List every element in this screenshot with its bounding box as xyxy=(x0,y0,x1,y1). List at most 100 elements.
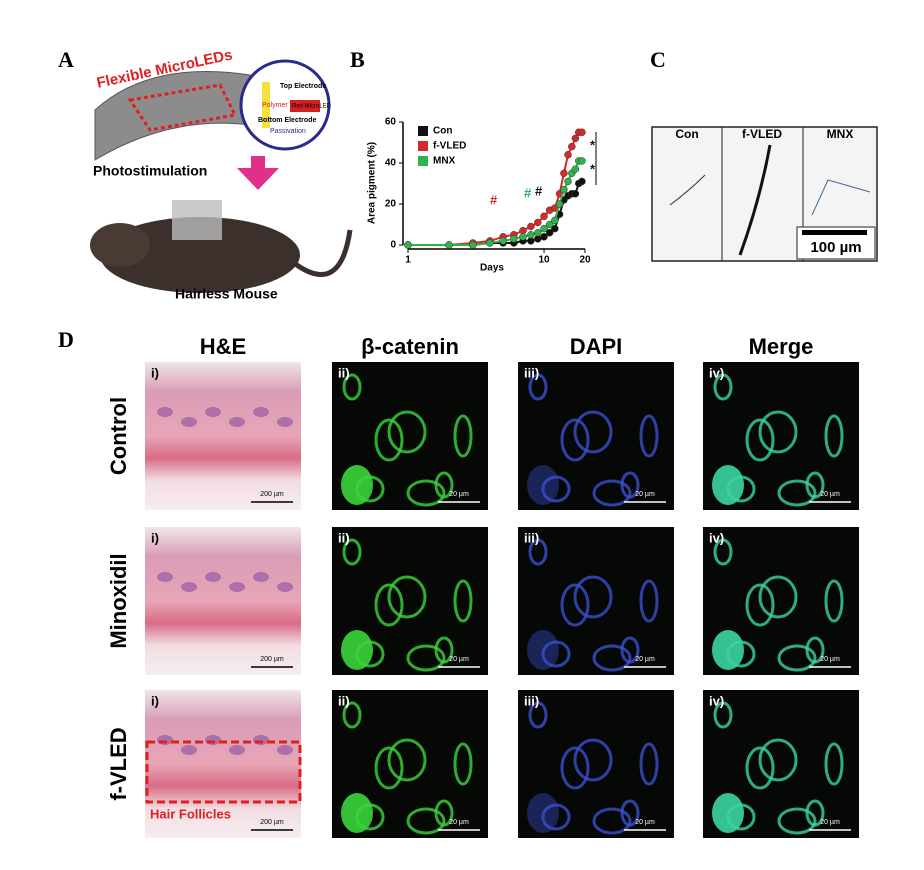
scale-label: 20 µm xyxy=(820,819,840,826)
micrograph-label: Con xyxy=(675,127,698,141)
cell xyxy=(805,471,825,499)
cell xyxy=(824,742,844,786)
micrograph xyxy=(651,126,878,262)
he-image xyxy=(145,527,301,675)
cell xyxy=(406,807,446,835)
tissue xyxy=(277,745,293,755)
tile-label: i) xyxy=(151,530,159,545)
cell xyxy=(745,418,775,462)
cell xyxy=(434,799,454,827)
data-point xyxy=(540,224,548,233)
follicle xyxy=(712,465,744,505)
data-point xyxy=(568,142,576,151)
data-point xyxy=(510,235,518,243)
tissue xyxy=(253,572,269,582)
annotation: # xyxy=(535,183,543,198)
step-label: Photostimulation xyxy=(93,163,207,179)
data-point xyxy=(527,231,535,239)
cell xyxy=(777,807,817,835)
scale-label: 20 µm xyxy=(449,819,469,826)
tissue xyxy=(277,582,293,592)
micrograph-label: f-VLED xyxy=(742,127,782,141)
cell xyxy=(620,799,640,827)
y-axis-label: Area pigment (%) xyxy=(367,142,378,224)
cell xyxy=(453,742,473,786)
data-point xyxy=(540,212,548,221)
cell xyxy=(387,738,427,782)
cell xyxy=(528,701,548,729)
cell xyxy=(374,746,404,790)
cell xyxy=(777,644,817,672)
annotation: * xyxy=(590,161,596,176)
y-tick-label: 20 xyxy=(385,199,397,210)
data-point xyxy=(564,177,572,186)
tissue xyxy=(229,745,245,755)
data-point xyxy=(469,241,477,249)
cell xyxy=(342,373,362,401)
data-point xyxy=(545,228,554,237)
scale-label: 200 µm xyxy=(260,491,284,498)
cell xyxy=(639,742,659,786)
tissue xyxy=(229,417,245,427)
tile-label: ii) xyxy=(338,365,350,380)
region-box xyxy=(145,740,302,804)
tissue xyxy=(277,417,293,427)
cell xyxy=(745,583,775,627)
legend-label: f-VLED xyxy=(433,141,466,152)
cell xyxy=(592,807,632,835)
scale-bar-label: 100 µm xyxy=(810,239,861,256)
follicle xyxy=(341,630,373,670)
cell xyxy=(745,746,775,790)
micrograph-label: MNX xyxy=(827,127,854,141)
cell xyxy=(824,414,844,458)
data-point xyxy=(551,224,559,233)
follicle xyxy=(527,465,559,505)
inset-label: Polymer xyxy=(262,102,288,109)
tissue xyxy=(181,745,197,755)
tissue xyxy=(157,407,173,417)
y-tick-label: 0 xyxy=(390,240,396,251)
legend-swatch xyxy=(418,126,428,136)
follicle xyxy=(341,465,373,505)
x-axis-label: Days xyxy=(480,263,504,274)
tile-label: i) xyxy=(151,365,159,380)
cell xyxy=(541,803,571,831)
tile-label: iv) xyxy=(709,365,724,380)
cell xyxy=(713,701,733,729)
data-point xyxy=(527,222,535,231)
cell xyxy=(573,575,613,619)
tissue xyxy=(181,582,197,592)
cell xyxy=(758,410,798,454)
y-tick-label: 40 xyxy=(385,158,397,169)
data-point xyxy=(560,169,568,177)
panel-label: A xyxy=(58,47,74,72)
follicle xyxy=(527,630,559,670)
cell xyxy=(592,644,632,672)
follicle xyxy=(341,793,373,833)
inset-label: Red MicroLED xyxy=(292,104,332,110)
data-point xyxy=(534,218,542,227)
column-header: DAPI xyxy=(570,334,623,359)
y-tick-label: 60 xyxy=(385,117,397,128)
cell xyxy=(453,414,473,458)
subject-label: Hairless Mouse xyxy=(175,286,278,302)
tile-label: iii) xyxy=(524,530,539,545)
region-label: Hair Follicles xyxy=(150,806,231,821)
cell xyxy=(387,575,427,619)
scale-label: 20 µm xyxy=(635,491,655,498)
panel-label: C xyxy=(650,47,666,72)
he-image xyxy=(145,690,301,838)
tissue xyxy=(229,582,245,592)
data-point xyxy=(555,200,564,208)
cell xyxy=(528,373,548,401)
cell xyxy=(758,738,798,782)
scale-label: 20 µm xyxy=(820,656,840,663)
cell xyxy=(374,583,404,627)
cell xyxy=(374,418,404,462)
cell xyxy=(639,579,659,623)
cell xyxy=(620,636,640,664)
legend-swatch xyxy=(418,141,428,151)
cell xyxy=(573,738,613,782)
